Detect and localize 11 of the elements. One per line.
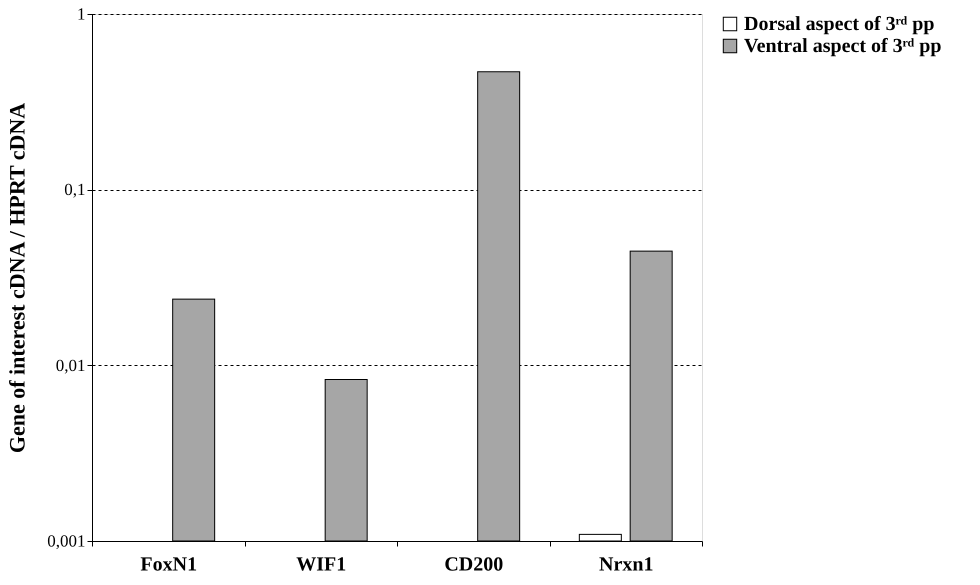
x-tick-label: CD200 bbox=[444, 554, 504, 576]
x-tick-label: FoxN1 bbox=[140, 554, 198, 576]
y-tick-label: 0,01 bbox=[56, 356, 86, 375]
x-tick-label: WIF1 bbox=[296, 554, 346, 576]
y-tick-label: 0,001 bbox=[47, 532, 86, 550]
x-tick-label: Nrxn1 bbox=[599, 554, 654, 576]
y-axis-title: Gene of interest cDNA / HPRT cDNA bbox=[4, 102, 30, 454]
y-tick-label: 0,1 bbox=[64, 180, 86, 200]
legend-label: Ventral aspect of 3ʳᵈ pp bbox=[744, 35, 942, 57]
legend-label: Dorsal aspect of 3ʳᵈ pp bbox=[744, 13, 934, 35]
y-tick-label: 1 bbox=[77, 4, 86, 24]
